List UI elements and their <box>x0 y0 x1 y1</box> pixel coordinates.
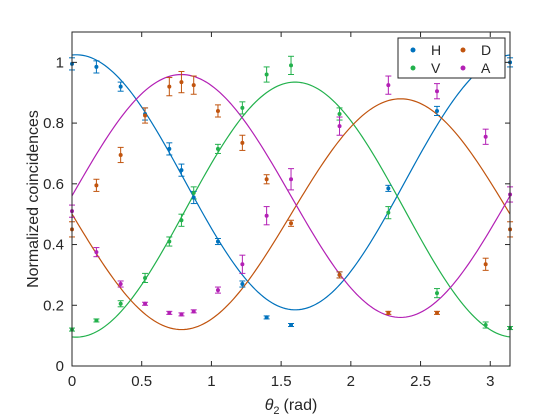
legend-entry-H: H <box>410 42 441 58</box>
x-tick-label: 0 <box>68 373 76 390</box>
data-point-H <box>191 195 196 200</box>
data-point-D <box>118 152 123 157</box>
data-points <box>70 60 513 332</box>
data-point-A <box>289 177 294 182</box>
x-tick-label: 2.5 <box>410 373 431 390</box>
data-point-H <box>118 84 123 89</box>
data-point-D <box>386 310 391 315</box>
legend-label: H <box>431 42 441 58</box>
x-tick-label: 1 <box>207 373 215 390</box>
data-point-A <box>337 124 342 129</box>
x-ticks: 0 0.5 1 1.5 2 2.5 3 <box>68 32 494 390</box>
data-point-A <box>215 288 220 293</box>
legend-entry-A: A <box>460 60 491 76</box>
legend-marker <box>410 47 416 53</box>
data-point-V <box>94 318 99 323</box>
data-point-V <box>240 105 245 110</box>
data-point-A <box>179 312 184 317</box>
data-point-D <box>191 83 196 88</box>
data-point-A <box>191 309 196 314</box>
legend-marker <box>460 47 466 53</box>
data-point-H <box>94 64 99 69</box>
data-point-V <box>143 275 148 280</box>
data-point-H <box>179 168 184 173</box>
data-point-H <box>240 282 245 287</box>
data-point-V <box>118 301 123 306</box>
y-tick-label: 0.4 <box>43 237 64 254</box>
data-point-D <box>289 221 294 226</box>
data-point-D <box>143 113 148 118</box>
x-axis-unit: (rad) <box>284 397 318 414</box>
y-axis-label: Normalized coincidences <box>25 110 42 288</box>
data-point-V <box>337 111 342 116</box>
x-axis-symbol: θ <box>265 397 274 414</box>
data-point-V <box>264 72 269 77</box>
data-point-H <box>215 239 220 244</box>
legend: HV DA <box>397 37 506 79</box>
y-ticks: 0 0.2 0.4 0.6 0.8 1 <box>43 54 510 375</box>
y-tick-label: 1 <box>56 54 64 71</box>
data-point-D <box>483 262 488 267</box>
data-point-A <box>435 89 439 94</box>
data-point-D <box>215 108 220 113</box>
data-point-V <box>435 291 439 296</box>
legend-label: A <box>481 60 491 76</box>
legend-entry-D: D <box>460 42 491 58</box>
data-point-A <box>264 213 269 218</box>
data-point-V <box>386 210 391 215</box>
fit-curve-A <box>71 73 511 319</box>
legend-entry-V: V <box>410 60 441 76</box>
data-point-H <box>264 315 269 320</box>
legend-marker <box>410 65 416 71</box>
legend-marker <box>460 65 466 71</box>
data-point-D <box>167 84 172 89</box>
data-point-V <box>289 63 294 68</box>
y-tick-label: 0.6 <box>43 176 64 193</box>
plot-frame <box>71 31 511 367</box>
fit-curves <box>71 54 511 338</box>
x-axis-label: θ2 (rad) <box>265 397 318 417</box>
data-point-A <box>240 262 245 267</box>
data-point-A <box>167 310 172 315</box>
x-tick-label: 3 <box>486 373 494 390</box>
data-point-D <box>337 272 342 277</box>
x-tick-label: 0.5 <box>131 373 152 390</box>
data-point-D <box>435 310 439 315</box>
data-point-A <box>386 83 391 88</box>
y-tick-label: 0 <box>56 358 64 375</box>
legend-box <box>397 37 506 79</box>
data-point-V <box>179 218 184 223</box>
data-point-H <box>386 186 391 191</box>
data-point-D <box>94 183 99 188</box>
data-point-V <box>191 190 196 195</box>
legend-label: D <box>481 42 491 58</box>
data-point-D <box>264 177 269 182</box>
data-point-A <box>94 250 99 255</box>
data-point-V <box>167 239 172 244</box>
data-point-H <box>167 146 172 151</box>
x-axis-subscript: 2 <box>273 405 279 417</box>
data-point-V <box>215 146 220 151</box>
data-point-H <box>435 108 439 113</box>
data-point-D <box>240 140 245 145</box>
data-point-H <box>289 323 294 328</box>
x-tick-label: 1.5 <box>271 373 292 390</box>
y-tick-label: 0.2 <box>43 297 64 314</box>
y-tick-label: 0.8 <box>43 115 64 132</box>
data-point-A <box>118 282 123 287</box>
data-point-D <box>179 80 184 85</box>
x-tick-label: 2 <box>347 373 355 390</box>
data-point-A <box>483 134 488 139</box>
legend-label: V <box>431 60 441 76</box>
data-point-A <box>143 301 148 306</box>
data-point-V <box>483 323 488 328</box>
